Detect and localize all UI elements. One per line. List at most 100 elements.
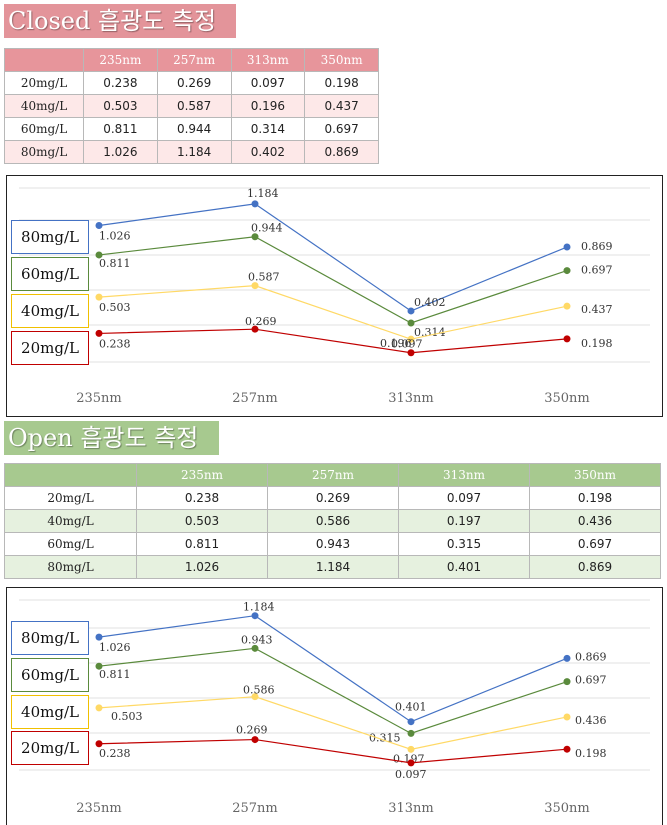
- table-cell: 0.943: [267, 532, 399, 556]
- table-row: 20mg/L 0.238 0.269 0.097 0.198: [4, 486, 661, 510]
- table-cell: 0.436: [529, 509, 661, 533]
- data-label: 0.503: [111, 710, 143, 723]
- table-row: 80mg/L 1.026 1.184 0.401 0.869: [4, 555, 661, 579]
- table-cell: 0.503: [83, 94, 158, 118]
- table-cell: 0.869: [304, 140, 379, 164]
- data-point: [407, 349, 415, 357]
- data-label: 0.097: [395, 768, 427, 781]
- table-row: 20mg/L 0.238 0.269 0.097 0.198: [4, 71, 379, 95]
- table-cell: 0.097: [398, 486, 530, 510]
- data-label: 0.401: [395, 701, 427, 714]
- data-point: [95, 251, 103, 259]
- data-label: 1.184: [247, 187, 279, 200]
- data-label: 0.402: [414, 296, 446, 309]
- data-point: [563, 678, 571, 686]
- table-cell: 0.697: [529, 532, 661, 556]
- legend-40mg: 40mg/L: [11, 294, 89, 328]
- open-chart-svg: 235nm 257nm 313nm 350nm 1.026 1.184 0.401 0.869…: [19, 599, 650, 816]
- data-point: [251, 693, 259, 701]
- series-line: [98, 328, 568, 354]
- data-label: 0.586: [243, 684, 275, 697]
- data-point: [407, 335, 415, 343]
- table-row: 80mg/L 1.026 1.184 0.402 0.869: [4, 140, 379, 164]
- column-header: 350nm: [304, 48, 379, 72]
- table-cell: 0.437: [304, 94, 379, 118]
- column-header: 235nm: [83, 48, 158, 72]
- column-header: 257nm: [267, 463, 399, 487]
- data-label: 0.238: [99, 747, 131, 760]
- table-cell: 0.586: [267, 509, 399, 533]
- data-label: 1.026: [99, 230, 131, 243]
- data-point: [95, 662, 103, 670]
- data-label: 0.269: [245, 315, 277, 328]
- table-cell: 1.026: [83, 140, 158, 164]
- column-header: 350nm: [529, 463, 661, 487]
- data-point: [251, 612, 259, 620]
- data-label: 0.198: [581, 337, 613, 350]
- column-header: 257nm: [156, 48, 232, 72]
- open-absorbance-table: 235nm 257nm 313nm 350nm 20mg/L 0.238 0.2…: [4, 463, 661, 579]
- data-label: 0.437: [581, 303, 613, 316]
- x-tick-label: 235nm: [76, 391, 122, 406]
- legend-20mg: 20mg/L: [11, 731, 89, 765]
- table-cell: 0.811: [136, 532, 268, 556]
- table-row: 60mg/L 0.811 0.944 0.314 0.697: [4, 117, 379, 141]
- data-point: [251, 282, 259, 290]
- table-cell: 0.197: [398, 509, 530, 533]
- row-label: 80mg/L: [4, 140, 84, 164]
- table-cell: 0.587: [156, 94, 232, 118]
- table-corner-cell: [4, 463, 137, 487]
- table-cell: 0.269: [156, 71, 232, 95]
- data-point: [95, 633, 103, 641]
- table-cell: 0.269: [267, 486, 399, 510]
- table-row: 40mg/L 0.503 0.586 0.197 0.436: [4, 509, 661, 533]
- legend-60mg: 60mg/L: [11, 658, 89, 692]
- legend-20mg: 20mg/L: [11, 331, 89, 365]
- data-label: 0.869: [575, 650, 607, 663]
- table-cell: 0.198: [304, 71, 379, 95]
- data-label: 0.097: [391, 338, 423, 351]
- data-label: 0.943: [241, 633, 273, 646]
- data-label: 1.026: [99, 641, 131, 654]
- legend-80mg: 80mg/L: [11, 220, 89, 254]
- data-point: [563, 713, 571, 721]
- column-header: 313nm: [230, 48, 306, 72]
- open-line-chart: 235nm 257nm 313nm 350nm 1.026 1.184 0.401 0.869…: [6, 587, 663, 825]
- table-cell: 0.944: [156, 117, 232, 141]
- series-line: [98, 738, 568, 764]
- row-label: 20mg/L: [4, 486, 137, 510]
- series-line: [98, 647, 568, 735]
- data-point: [95, 293, 103, 301]
- series-line: [98, 203, 568, 312]
- table-cell: 1.026: [136, 555, 268, 579]
- data-label: 0.314: [414, 326, 446, 339]
- data-point: [563, 654, 571, 662]
- legend-60mg: 60mg/L: [11, 257, 89, 291]
- data-point: [407, 319, 415, 327]
- table-cell: 0.196: [230, 94, 306, 118]
- data-point: [95, 704, 103, 712]
- table-cell: 0.238: [136, 486, 268, 510]
- table-row: 60mg/L 0.811 0.943 0.315 0.697: [4, 532, 661, 556]
- data-point: [251, 233, 259, 241]
- data-label: 1.184: [243, 601, 275, 614]
- data-label: 0.238: [99, 337, 131, 350]
- x-tick-label: 350nm: [544, 391, 590, 406]
- table-header-row: 235nm 257nm 313nm 350nm: [4, 48, 379, 72]
- table-cell: 0.315: [398, 532, 530, 556]
- data-point: [251, 325, 259, 333]
- data-label: 0.269: [236, 724, 268, 737]
- row-label: 60mg/L: [4, 532, 137, 556]
- x-tick-label: 313nm: [388, 391, 434, 406]
- open-section-title: Open 흡광도 측정: [4, 421, 219, 455]
- data-point: [251, 644, 259, 652]
- table-cell: 0.097: [230, 71, 306, 95]
- x-tick-label: 313nm: [388, 801, 434, 816]
- data-label: 0.436: [575, 714, 607, 727]
- x-tick-label: 257nm: [232, 391, 278, 406]
- row-label: 40mg/L: [4, 509, 137, 533]
- legend-40mg: 40mg/L: [11, 695, 89, 729]
- closed-line-chart: 235nm 257nm 313nm 350nm 1.026 1.184 0.402 0.869…: [6, 175, 663, 417]
- table-cell: 1.184: [267, 555, 399, 579]
- data-point: [251, 736, 259, 744]
